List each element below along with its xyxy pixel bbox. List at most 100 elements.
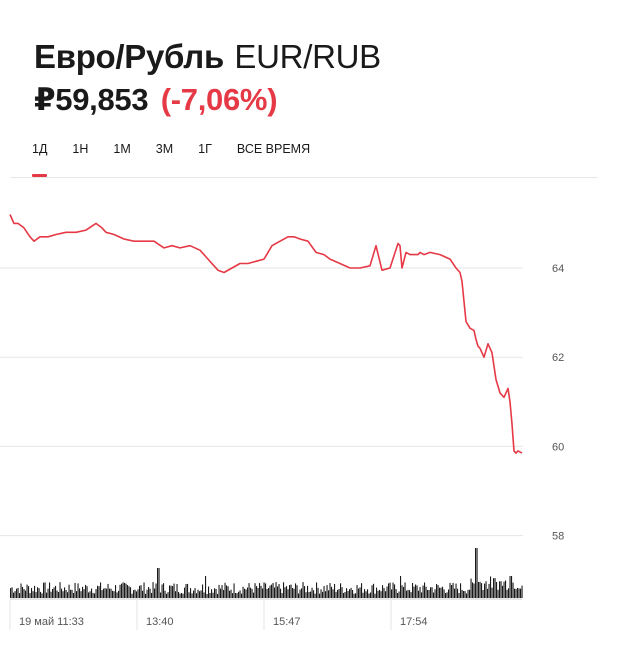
- volume-bar: [284, 587, 286, 598]
- volume-bar: [317, 587, 319, 598]
- volume-bar: [98, 586, 100, 598]
- volume-bar: [13, 592, 15, 598]
- volume-bar: [22, 586, 24, 598]
- tab-3m[interactable]: 3М: [155, 142, 174, 156]
- volume-bar: [181, 593, 183, 598]
- volume-bar: [497, 589, 499, 598]
- volume-bar: [197, 589, 199, 598]
- volume-bar: [170, 585, 172, 598]
- volume-bar: [247, 587, 249, 598]
- volume-bar: [310, 591, 312, 598]
- volume-bar: [454, 588, 456, 598]
- volume-bar: [214, 588, 216, 598]
- volume-bar: [428, 590, 430, 598]
- volume-bar: [70, 589, 72, 598]
- volume-bar: [74, 582, 76, 598]
- volume-bar: [151, 592, 153, 598]
- volume-bar: [467, 589, 469, 598]
- tab-1y[interactable]: 1Г: [198, 142, 212, 156]
- volume-bar: [260, 585, 262, 598]
- volume-bar: [47, 588, 49, 598]
- volume-bar: [167, 592, 169, 598]
- volume-bar: [169, 585, 171, 598]
- volume-bar: [49, 582, 51, 598]
- volume-bar: [470, 578, 472, 598]
- volume-bar: [289, 585, 291, 598]
- volume-bar: [352, 590, 354, 598]
- volume-bar: [268, 588, 270, 598]
- volume-bar: [35, 592, 37, 598]
- volume-bar: [209, 593, 211, 598]
- price-chart[interactable]: 64 62 60 58 19 май 11:33 13:40 15:47 17:54: [0, 178, 617, 658]
- volume-bar: [14, 591, 16, 598]
- volume-bar: [173, 583, 175, 598]
- volume-bar: [373, 583, 375, 598]
- volume-bar: [424, 582, 426, 598]
- tab-1d[interactable]: 1Д: [32, 140, 48, 177]
- price-change: (-7,06%): [160, 82, 278, 117]
- volume-bar: [199, 591, 201, 598]
- volume-bar: [142, 590, 144, 598]
- volume-bar: [323, 586, 325, 598]
- y-tick-label: 64: [552, 263, 564, 275]
- volume-bar: [187, 583, 189, 598]
- volume-bar: [508, 588, 510, 598]
- volume-bar: [196, 593, 198, 598]
- volume-bar: [325, 591, 327, 598]
- volume-bar: [274, 587, 276, 598]
- volume-bar: [319, 593, 321, 598]
- volume-bar: [29, 593, 31, 598]
- volume-bar: [311, 587, 313, 598]
- volume-bar: [235, 593, 237, 598]
- volume-bar: [320, 589, 322, 598]
- volume-bar: [419, 587, 421, 598]
- volume-bar: [451, 585, 453, 598]
- volume-bar: [280, 588, 282, 598]
- volume-bar: [97, 585, 99, 598]
- volume-bar: [254, 583, 256, 598]
- volume-bar: [265, 583, 267, 598]
- tab-1w[interactable]: 1Н: [72, 142, 89, 156]
- volume-bar: [521, 585, 523, 598]
- volume-bar: [25, 590, 27, 598]
- volume-bar: [175, 591, 177, 598]
- volume-bar: [190, 588, 192, 598]
- volume-bar: [202, 584, 204, 598]
- volume-bar: [506, 589, 508, 598]
- volume-bar: [475, 548, 477, 598]
- tab-all-time[interactable]: ВСЕ ВРЕМЯ: [236, 142, 311, 156]
- volume-bar: [365, 591, 367, 598]
- volume-bar: [127, 585, 129, 598]
- volume-bar: [121, 583, 123, 598]
- volume-bar: [253, 592, 255, 598]
- volume-bar: [43, 582, 45, 598]
- volume-bar: [431, 587, 433, 598]
- volume-bar: [259, 583, 261, 598]
- volume-bar: [391, 589, 393, 598]
- volume-bar: [355, 593, 357, 598]
- volume-bar: [101, 590, 103, 598]
- volume-bar: [371, 585, 373, 598]
- volume-bar: [91, 588, 93, 598]
- volume-bar: [166, 593, 168, 598]
- volume-bar: [103, 588, 105, 598]
- y-tick-label: 60: [552, 441, 564, 453]
- volume-bar: [445, 593, 447, 598]
- volume-bar: [172, 586, 174, 598]
- volume-bar: [149, 588, 151, 598]
- volume-bar: [395, 589, 397, 598]
- volume-bar: [65, 590, 67, 598]
- volume-bar: [409, 590, 411, 598]
- volume-bar: [256, 586, 258, 598]
- volume-bar: [211, 589, 213, 598]
- volume-bar: [95, 589, 97, 598]
- volume-bar: [517, 587, 519, 598]
- tab-1m[interactable]: 1М: [113, 142, 131, 156]
- volume-bar: [466, 593, 468, 598]
- volume-bar: [278, 584, 280, 598]
- volume-bar: [233, 583, 235, 598]
- volume-bar: [262, 588, 264, 598]
- volume-bar: [476, 548, 478, 598]
- volume-bar: [20, 583, 22, 598]
- volume-bar: [215, 589, 217, 598]
